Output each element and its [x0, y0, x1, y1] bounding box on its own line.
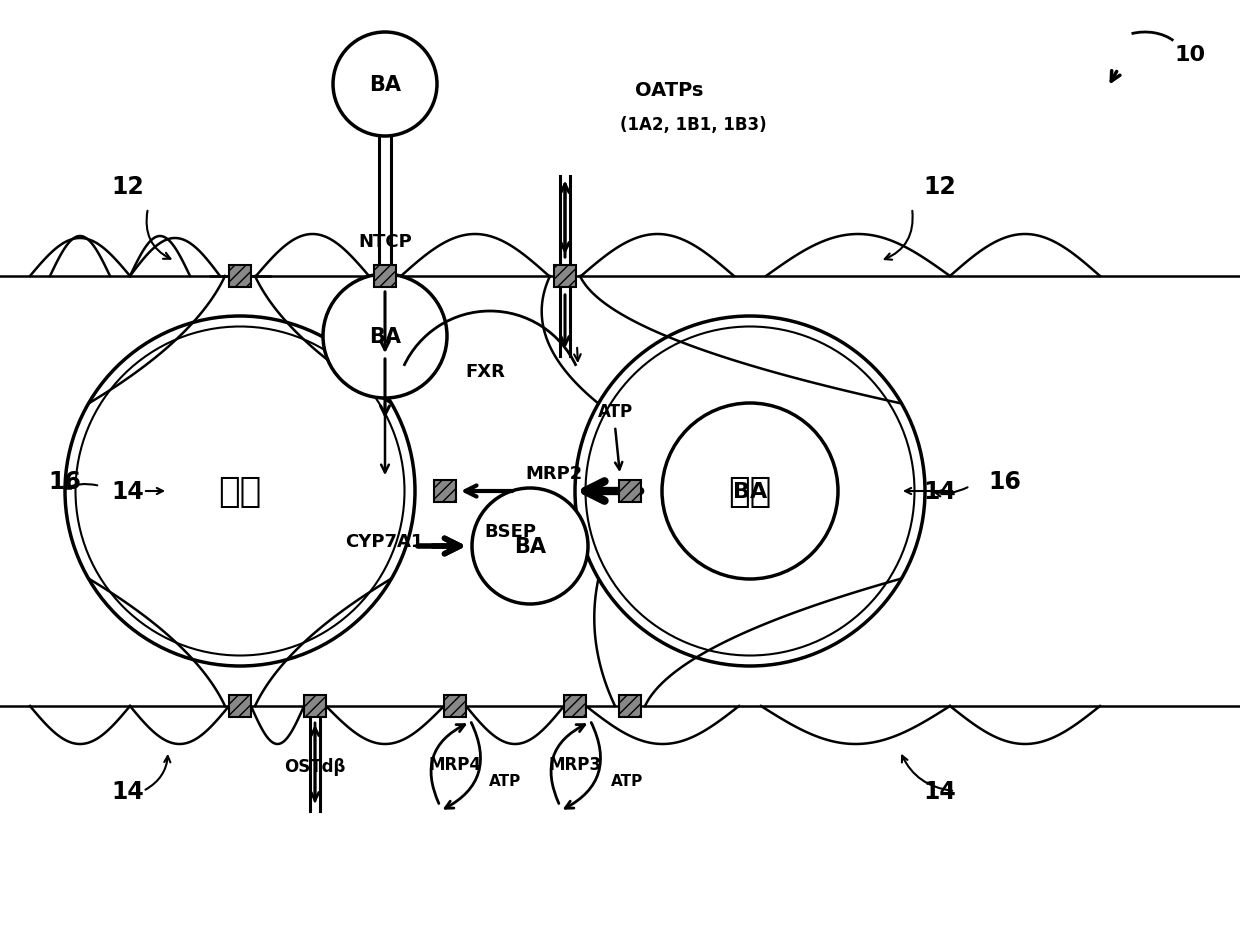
Text: 14: 14	[112, 479, 144, 504]
Text: BA: BA	[515, 536, 546, 556]
Text: (1A2, 1B1, 1B3): (1A2, 1B1, 1B3)	[620, 116, 766, 134]
Text: 14: 14	[924, 479, 956, 504]
Text: FXR: FXR	[465, 362, 505, 381]
Circle shape	[575, 316, 925, 666]
Bar	[444, 695, 466, 717]
Circle shape	[322, 274, 446, 399]
Text: MRP4: MRP4	[429, 755, 481, 773]
Bar	[304, 695, 326, 717]
Bar	[554, 266, 577, 287]
Bar	[229, 695, 250, 717]
Text: 胆汁: 胆汁	[728, 475, 771, 508]
Bar	[434, 480, 456, 503]
Text: NTCP: NTCP	[358, 233, 412, 251]
Text: BA: BA	[370, 75, 401, 95]
Text: BSEP: BSEP	[484, 522, 536, 540]
Circle shape	[64, 316, 415, 666]
Circle shape	[662, 403, 838, 579]
Circle shape	[585, 328, 915, 656]
Text: 14: 14	[112, 779, 144, 803]
Circle shape	[76, 328, 404, 656]
Text: 16: 16	[48, 470, 82, 493]
Bar	[374, 266, 396, 287]
Bar	[229, 266, 250, 287]
Text: OATPs: OATPs	[635, 80, 703, 99]
Text: 16: 16	[988, 470, 1022, 493]
Text: 12: 12	[924, 175, 956, 198]
Text: ATP: ATP	[611, 774, 644, 789]
Bar	[619, 480, 641, 503]
Text: BA: BA	[733, 481, 768, 502]
Circle shape	[472, 489, 588, 605]
Text: BA: BA	[370, 327, 401, 346]
Text: OSTdβ: OSTdβ	[284, 757, 346, 775]
Text: 10: 10	[1174, 45, 1205, 65]
Circle shape	[334, 33, 436, 137]
Text: 胆汁: 胆汁	[218, 475, 262, 508]
Bar	[619, 695, 641, 717]
Bar	[564, 695, 587, 717]
Text: CYP7A1: CYP7A1	[345, 533, 423, 550]
Text: 14: 14	[924, 779, 956, 803]
Text: ATP: ATP	[598, 402, 632, 420]
Text: MRP2: MRP2	[525, 464, 583, 482]
Text: ATP: ATP	[489, 774, 521, 789]
Text: MRP3: MRP3	[548, 755, 601, 773]
Text: 12: 12	[112, 175, 144, 198]
